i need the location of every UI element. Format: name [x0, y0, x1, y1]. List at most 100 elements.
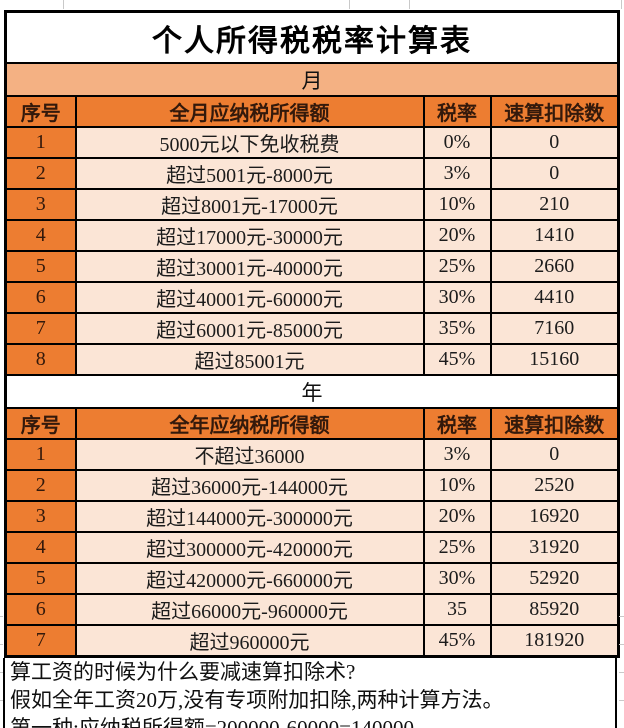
cell-no: 3: [4, 500, 77, 533]
table-row: 1 不超过36000 3% 0: [4, 438, 620, 471]
cell-rate: 20%: [422, 219, 492, 252]
cell-deduction: 15160: [489, 343, 620, 376]
cell-rate: 30%: [422, 281, 492, 314]
table-row: 8 超过85001元 45% 15160: [4, 343, 620, 376]
spreadsheet-margin-top: [0, 0, 624, 10]
table-row: 2 超过36000元-144000元 10% 2520: [4, 469, 620, 502]
col-header-range: 全月应纳税所得额: [74, 95, 425, 128]
cell-range: 超过8001元-17000元: [74, 188, 425, 221]
cell-range: 超过40001元-60000元: [74, 281, 425, 314]
cell-range: 超过30001元-40000元: [74, 250, 425, 283]
cell-range: 超过85001元: [74, 343, 425, 376]
cell-rate: 20%: [422, 500, 492, 533]
col-header-no: 序号: [4, 95, 77, 128]
cell-deduction: 210: [489, 188, 620, 221]
table-row: 3 超过8001元-17000元 10% 210: [4, 188, 620, 221]
cell-range: 超过420000元-660000元: [74, 562, 425, 595]
gridline-stub: [621, 0, 622, 9]
cell-range: 超过300000元-420000元: [74, 531, 425, 564]
cell-deduction: 2660: [489, 250, 620, 283]
cell-deduction: 1410: [489, 219, 620, 252]
cell-range: 超过144000元-300000元: [74, 500, 425, 533]
cell-no: 4: [4, 531, 77, 564]
table-row: 6 超过40001元-60000元 30% 4410: [4, 281, 620, 314]
cell-deduction: 0: [489, 126, 620, 159]
cell-no: 7: [4, 312, 77, 345]
cell-deduction: 2520: [489, 469, 620, 502]
cell-deduction: 0: [489, 157, 620, 190]
col-header-deduction: 速算扣除数: [489, 95, 620, 128]
table-row: 2 超过5001元-8000元 3% 0: [4, 157, 620, 190]
cell-deduction: 31920: [489, 531, 620, 564]
table-row: 1 5000元以下免收税费 0% 0: [4, 126, 620, 159]
cell-deduction: 181920: [489, 624, 620, 658]
gridline-stub: [0, 672, 3, 673]
table-row: 7 超过960000元 45% 181920: [4, 624, 620, 658]
cell-rate: 35%: [422, 312, 492, 345]
page-title: 个人所得税税率计算表: [4, 10, 620, 64]
cell-deduction: 4410: [489, 281, 620, 314]
table-row: 5 超过420000元-660000元 30% 52920: [4, 562, 620, 595]
month-header-row: 序号 全月应纳税所得额 税率 速算扣除数: [4, 95, 620, 128]
cell-rate: 3%: [422, 157, 492, 190]
cell-range: 不超过36000: [74, 438, 425, 471]
table-row: 5 超过30001元-40000元 25% 2660: [4, 250, 620, 283]
cell-deduction: 85920: [489, 593, 620, 626]
cell-range: 超过66000元-960000元: [74, 593, 425, 626]
cell-no: 5: [4, 562, 77, 595]
cell-no: 6: [4, 281, 77, 314]
cell-no: 2: [4, 157, 77, 190]
table-row: 4 超过300000元-420000元 25% 31920: [4, 531, 620, 564]
cell-rate: 10%: [422, 469, 492, 502]
cell-no: 8: [4, 343, 77, 376]
col-header-no: 序号: [4, 407, 77, 440]
month-section-band: 月: [4, 62, 620, 97]
table-row: 4 超过17000元-30000元 20% 1410: [4, 219, 620, 252]
cell-deduction: 52920: [489, 562, 620, 595]
cell-no: 6: [4, 593, 77, 626]
note-line: 第一种:应纳税所得额=200000-60000=140000: [10, 716, 415, 728]
cell-rate: 45%: [422, 343, 492, 376]
gridline-stub: [619, 644, 624, 645]
col-header-range: 全年应纳税所得额: [74, 407, 425, 440]
cell-no: 7: [4, 624, 77, 658]
cell-no: 2: [4, 469, 77, 502]
cell-deduction: 16920: [489, 500, 620, 533]
cell-rate: 25%: [422, 531, 492, 564]
note-line: 算工资的时候为什么要减速算扣除术?: [10, 660, 356, 684]
cell-rate: 0%: [422, 126, 492, 159]
cell-range: 超过36000元-144000元: [74, 469, 425, 502]
year-header-row: 序号 全年应纳税所得额 税率 速算扣除数: [4, 407, 620, 440]
cell-no: 3: [4, 188, 77, 221]
cell-rate: 45%: [422, 624, 492, 658]
note-line: 假如全年工资20万,没有专项附加扣除,两种计算方法。: [10, 688, 504, 712]
notes-block: 算工资的时候为什么要减速算扣除术? 假如全年工资20万,没有专项附加扣除,两种计…: [3, 658, 617, 728]
cell-deduction: 0: [489, 438, 620, 471]
cell-rate: 10%: [422, 188, 492, 221]
col-header-deduction: 速算扣除数: [489, 407, 620, 440]
gridline-stub: [0, 644, 3, 645]
cell-no: 1: [4, 438, 77, 471]
cell-no: 4: [4, 219, 77, 252]
gridline-stub: [619, 700, 624, 701]
table-row: 3 超过144000元-300000元 20% 16920: [4, 500, 620, 533]
cell-rate: 3%: [422, 438, 492, 471]
table-row: 6 超过66000元-960000元 35 85920: [4, 593, 620, 626]
cell-range: 5000元以下免收税费: [74, 126, 425, 159]
year-section-band: 年: [4, 374, 620, 409]
cell-no: 5: [4, 250, 77, 283]
cell-rate: 35: [422, 593, 492, 626]
gridline-stub: [0, 700, 3, 701]
gridline-stub: [619, 616, 624, 617]
col-header-rate: 税率: [422, 95, 492, 128]
table-row: 7 超过60001元-85000元 35% 7160: [4, 312, 620, 345]
gridline-stub: [0, 616, 3, 617]
tax-rate-table: 个人所得税税率计算表 月 序号 全月应纳税所得额 税率 速算扣除数 1 5000…: [4, 10, 620, 658]
cell-deduction: 7160: [489, 312, 620, 345]
gridline-stub: [349, 0, 350, 9]
cell-rate: 25%: [422, 250, 492, 283]
cell-no: 1: [4, 126, 77, 159]
cell-range: 超过17000元-30000元: [74, 219, 425, 252]
col-header-rate: 税率: [422, 407, 492, 440]
